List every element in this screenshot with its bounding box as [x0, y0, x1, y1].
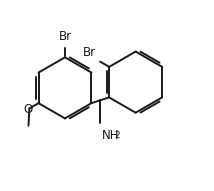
Text: O: O — [23, 103, 32, 116]
Text: NH: NH — [102, 129, 120, 142]
Text: Br: Br — [83, 46, 96, 59]
Text: 2: 2 — [115, 131, 120, 140]
Text: Br: Br — [58, 30, 71, 43]
